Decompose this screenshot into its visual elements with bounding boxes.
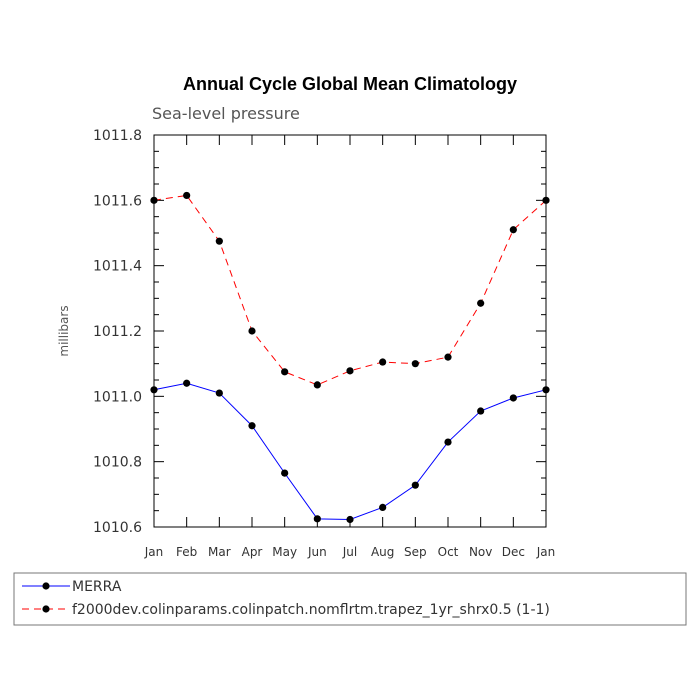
series-1-point [281,368,289,376]
y-tick-label: 1011.2 [93,324,142,340]
series-1-point [248,327,256,335]
series-line-0 [153,382,547,520]
x-tick-label: Sep [404,545,427,559]
x-tick-label: May [272,545,297,559]
y-tick-label: 1010.6 [93,520,142,536]
chart-title: Annual Cycle Global Mean Climatology [183,74,517,94]
series-1-point [477,299,485,307]
x-tick-label: Aug [371,545,394,559]
x-tick-label: Mar [208,545,231,559]
series-layer [150,191,550,524]
legend-label-1: f2000dev.colinparams.colinpatch.nomflrtm… [72,602,550,618]
y-axis-label: millibars [57,305,71,356]
x-tick-label: Oct [438,545,459,559]
series-0-point [248,422,256,430]
x-tick-label: Feb [176,545,197,559]
y-tick-label: 1011.0 [93,389,142,405]
x-axis: Jan Feb Mar Apr May Jun Jul Aug Sep Oct Nov Dec Jan [144,135,556,559]
series-0-point [444,438,452,446]
series-0-point [346,515,354,524]
series-1-point [150,196,158,204]
legend-label-0: MERRA [72,579,122,595]
legend-box [13,572,687,626]
y-tick-label: 1011.4 [93,259,142,275]
series-0-point [183,379,191,387]
y-tick-label: 1010.8 [93,455,142,471]
series-0-point [150,386,158,394]
legend-marker-0 [42,582,50,590]
series-0-point [477,407,485,415]
series-1-point [509,226,517,234]
x-tick-label: Jul [342,545,357,559]
x-tick-label: Jan [144,545,164,559]
chart-subtitle: Sea-level pressure [152,104,300,123]
series-1-point [444,353,452,361]
series-1-point [542,196,550,204]
series-1-point [346,367,354,375]
series-0-point [509,394,517,402]
legend: MERRA f2000dev.colinparams.colinpatch.nom… [22,579,550,618]
series-0-point [411,481,419,489]
legend-marker-1 [42,605,50,613]
series-1-point [313,381,321,389]
y-tick-label: 1011.8 [93,128,142,144]
series-line-1 [153,194,547,386]
series-1-point [215,237,223,245]
series-1-point [411,360,419,368]
y-axis: 1010.6 1010.8 1011.0 1011.2 1011.4 1011.6 1011… [93,128,546,536]
x-tick-label: Apr [242,545,263,559]
series-0-point [215,389,223,397]
series-1-point [379,358,387,366]
x-tick-label: Jun [307,545,327,559]
series-0-point [542,386,550,394]
x-tick-label: Nov [469,545,492,559]
series-0-point [281,469,289,477]
x-tick-label: Jan [536,545,556,559]
series-1-point [183,191,191,200]
plot-frame [153,134,547,528]
series-0-point [379,503,387,511]
series-0-point [313,515,321,523]
y-tick-label: 1011.6 [93,193,142,209]
x-tick-label: Dec [502,545,525,559]
